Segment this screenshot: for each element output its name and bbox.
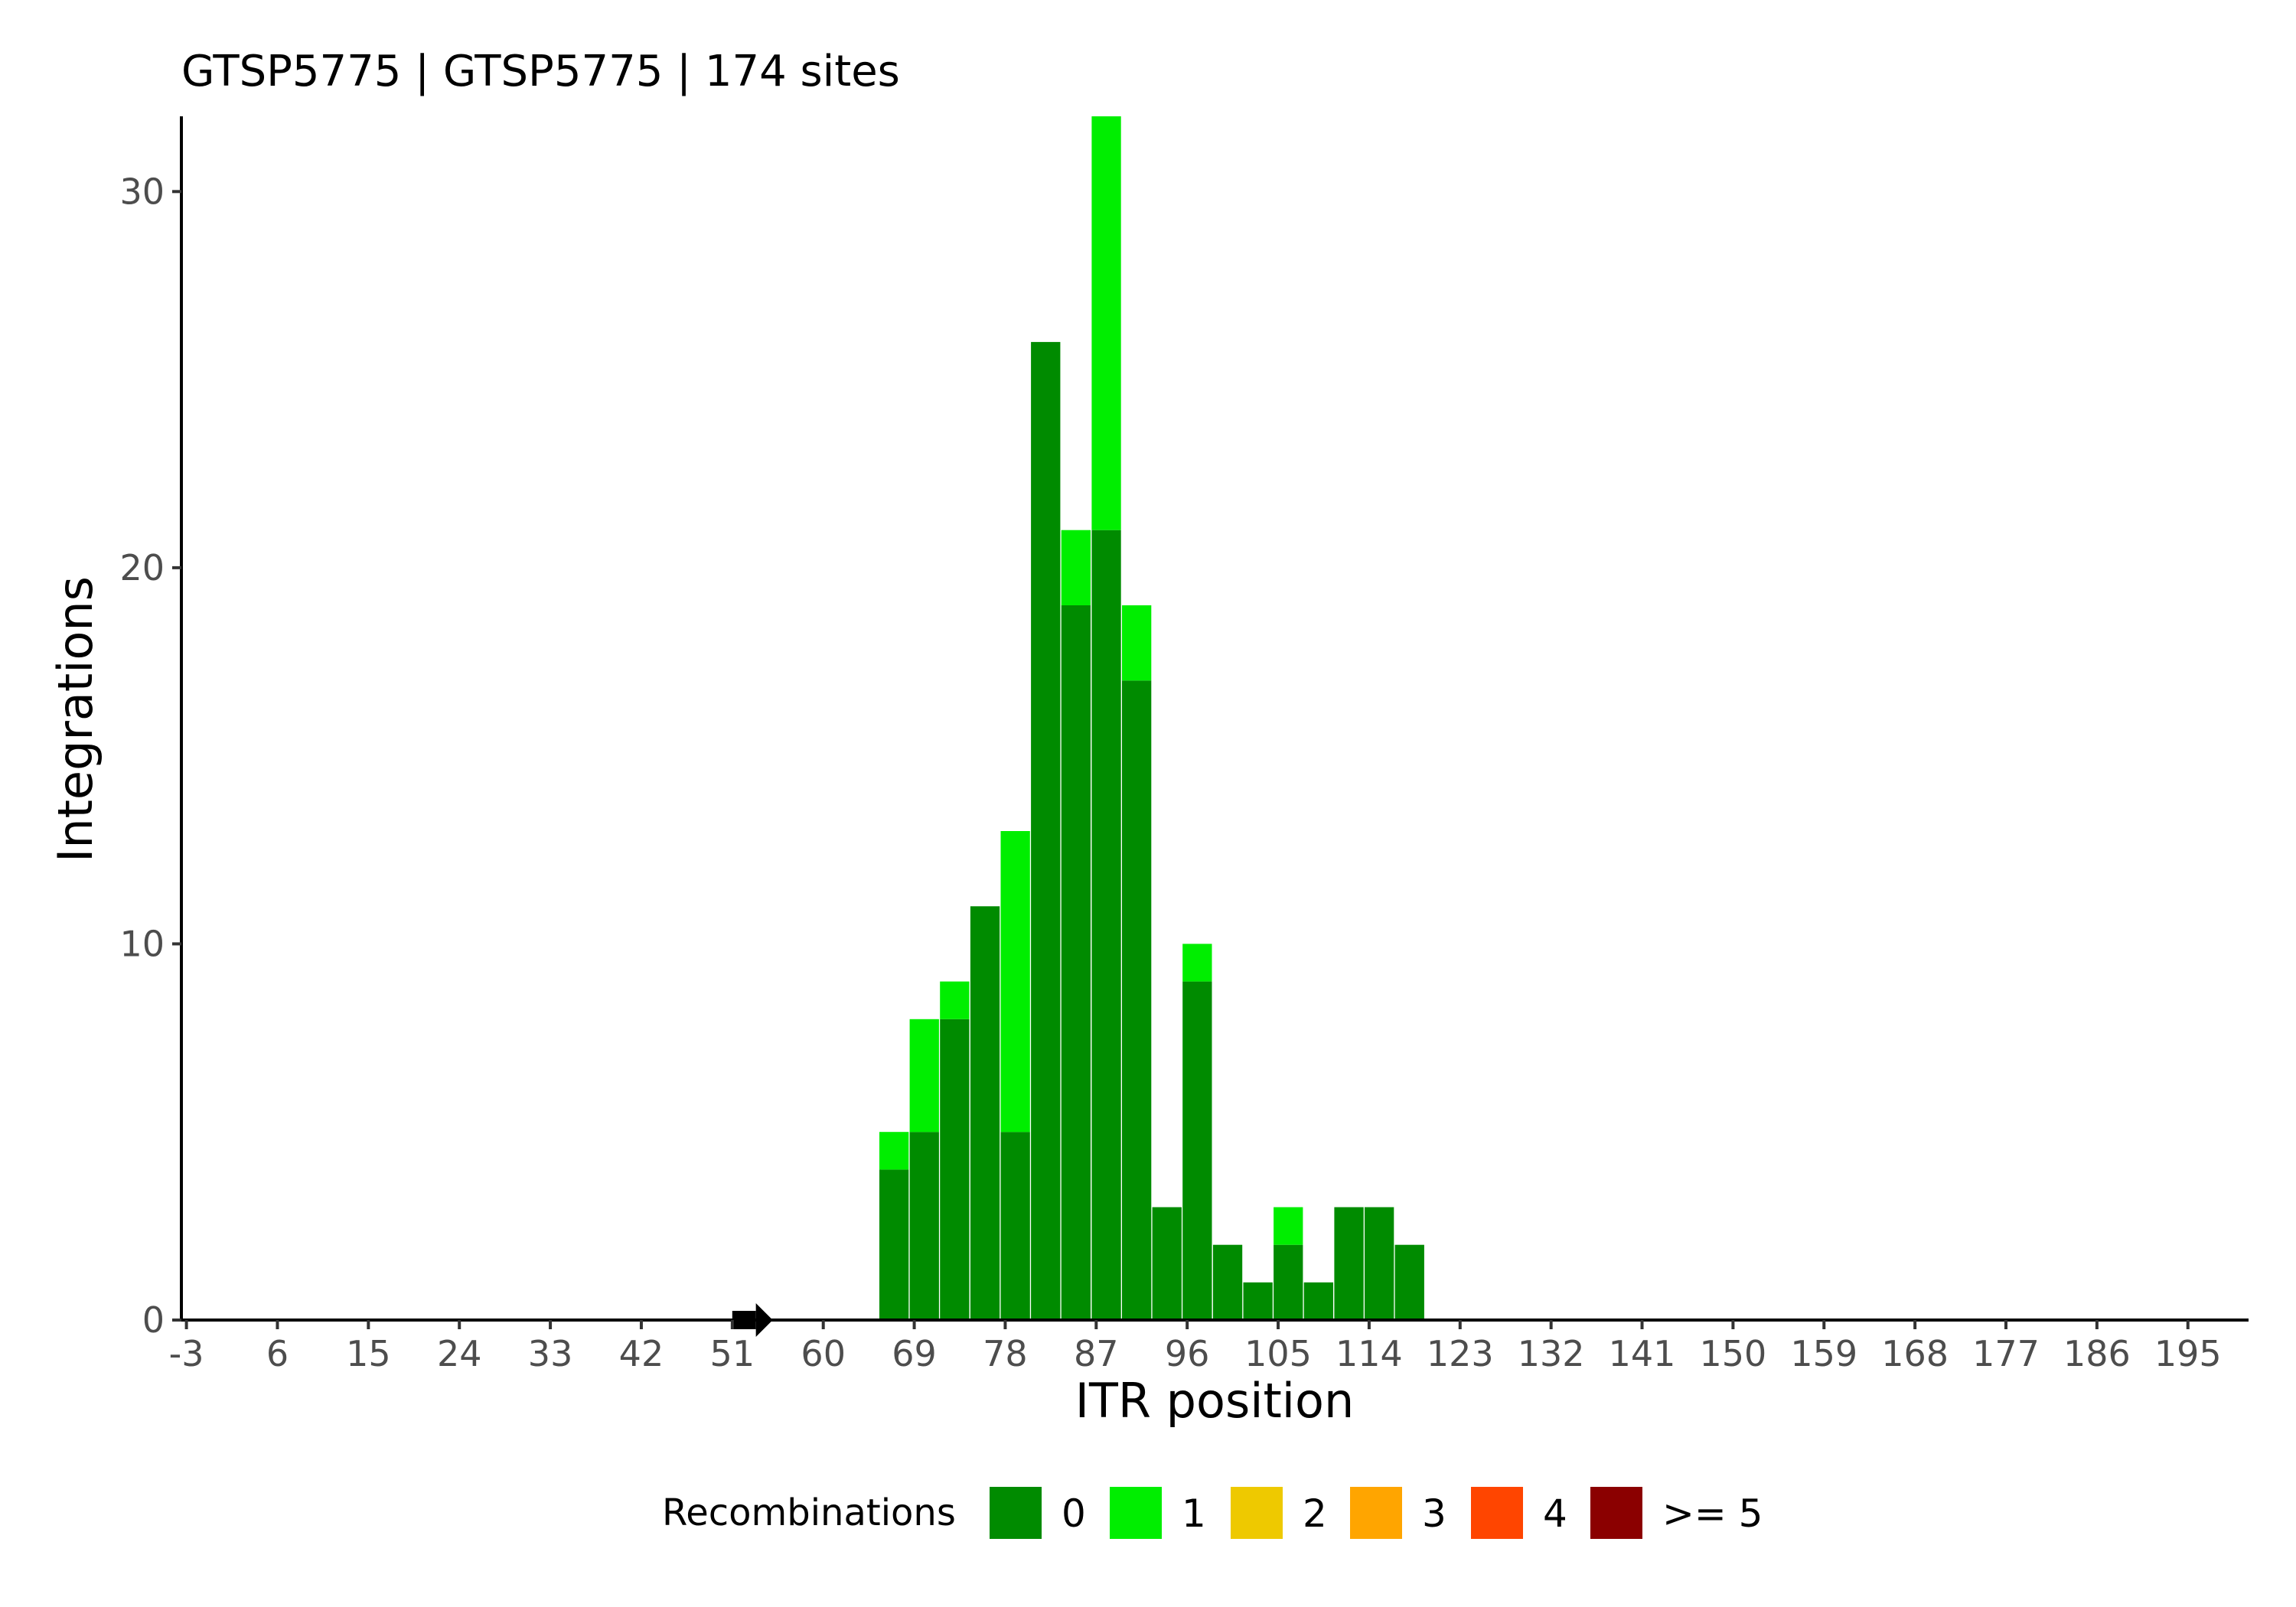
x-tick-label: 42: [619, 1333, 664, 1374]
legend-key-2: [1231, 1487, 1283, 1539]
legend-label-1: 1: [1182, 1491, 1206, 1536]
bar-76-series-0: [970, 906, 1000, 1320]
x-tick-label: 114: [1336, 1333, 1403, 1374]
legend-label-0: 0: [1062, 1491, 1086, 1536]
x-tick-label: 6: [266, 1333, 289, 1374]
bars-layer: [879, 116, 1424, 1321]
bar-118-series-0: [1394, 1244, 1424, 1320]
bar-109-series-0: [1303, 1282, 1333, 1320]
legend: Recombinations 0 1 2 3 4 >= 5: [662, 1487, 1763, 1539]
legend-key-0: [990, 1487, 1042, 1539]
x-tick-label: 168: [1881, 1333, 1949, 1374]
x-tick-label: 87: [1074, 1333, 1119, 1374]
x-tick-label: 96: [1165, 1333, 1210, 1374]
bar-70-series-0: [909, 1132, 939, 1320]
x-tick-label: -3: [169, 1333, 204, 1374]
legend-label-4: 4: [1543, 1491, 1567, 1536]
bar-88-series-1: [1091, 116, 1121, 530]
x-tick-label: 150: [1699, 1333, 1766, 1374]
x-tick-label: 78: [983, 1333, 1028, 1374]
x-tick-label: 51: [710, 1333, 755, 1374]
legend-key-5: [1590, 1487, 1642, 1539]
x-tick-label: 69: [892, 1333, 937, 1374]
x-tick-label: 141: [1609, 1333, 1676, 1374]
bar-85-series-1: [1061, 530, 1091, 605]
bar-88-series-0: [1091, 530, 1121, 1321]
y-axis-ticks: 0 10 20 30: [119, 171, 181, 1341]
x-axis-label: ITR position: [1075, 1373, 1355, 1429]
chart-title: GTSP5775 | GTSP5775 | 174 sites: [181, 47, 900, 96]
bar-79-series-0: [1000, 1132, 1030, 1320]
legend-key-1: [1110, 1487, 1162, 1539]
bar-97-series-0: [1182, 981, 1212, 1320]
legend-title: Recombinations: [662, 1491, 956, 1534]
x-tick-label: 159: [1790, 1333, 1857, 1374]
bar-115-series-0: [1365, 1207, 1394, 1320]
legend-label-3: 3: [1422, 1491, 1446, 1536]
bar-112-series-0: [1334, 1207, 1364, 1320]
bar-67-series-0: [879, 1169, 909, 1320]
x-tick-label: 186: [2063, 1333, 2131, 1374]
x-axis-ticks: -3 6 15 24 33 42 51 60 69 78 87 96 105 114 123 132 141 15…: [169, 1320, 2222, 1374]
y-tick-label: 20: [119, 547, 165, 588]
bar-106-series-0: [1274, 1244, 1303, 1320]
x-tick-label: 60: [801, 1333, 846, 1374]
bar-73-series-0: [940, 1019, 970, 1321]
bar-82-series-0: [1031, 341, 1061, 1320]
x-tick-label: 15: [346, 1333, 391, 1374]
y-axis-label: Integrations: [47, 576, 103, 862]
bar-97-series-1: [1182, 944, 1212, 982]
y-tick-label: 30: [119, 171, 165, 212]
y-tick-label: 0: [142, 1299, 165, 1341]
bar-73-series-1: [940, 981, 970, 1019]
y-tick-label: 10: [119, 923, 165, 964]
bar-79-series-1: [1000, 831, 1030, 1133]
bar-106-series-1: [1274, 1207, 1303, 1245]
legend-label-2: 2: [1303, 1491, 1327, 1536]
legend-key-4: [1471, 1487, 1523, 1539]
bar-103-series-0: [1243, 1282, 1273, 1320]
bar-67-series-1: [879, 1132, 909, 1170]
x-tick-label: 105: [1244, 1333, 1312, 1374]
bar-91-series-1: [1122, 605, 1152, 681]
bar-85-series-0: [1061, 605, 1091, 1320]
x-tick-label: 123: [1427, 1333, 1494, 1374]
x-tick-label: 195: [2154, 1333, 2222, 1374]
x-tick-label: 33: [528, 1333, 573, 1374]
x-tick-label: 177: [1972, 1333, 2040, 1374]
x-tick-label: 24: [437, 1333, 482, 1374]
legend-label-5: >= 5: [1662, 1491, 1763, 1536]
bar-91-series-0: [1122, 680, 1152, 1320]
legend-key-3: [1350, 1487, 1402, 1539]
bar-100-series-0: [1212, 1244, 1243, 1320]
bar-94-series-0: [1152, 1207, 1182, 1320]
bar-70-series-1: [909, 1019, 939, 1133]
x-tick-label: 132: [1518, 1333, 1585, 1374]
